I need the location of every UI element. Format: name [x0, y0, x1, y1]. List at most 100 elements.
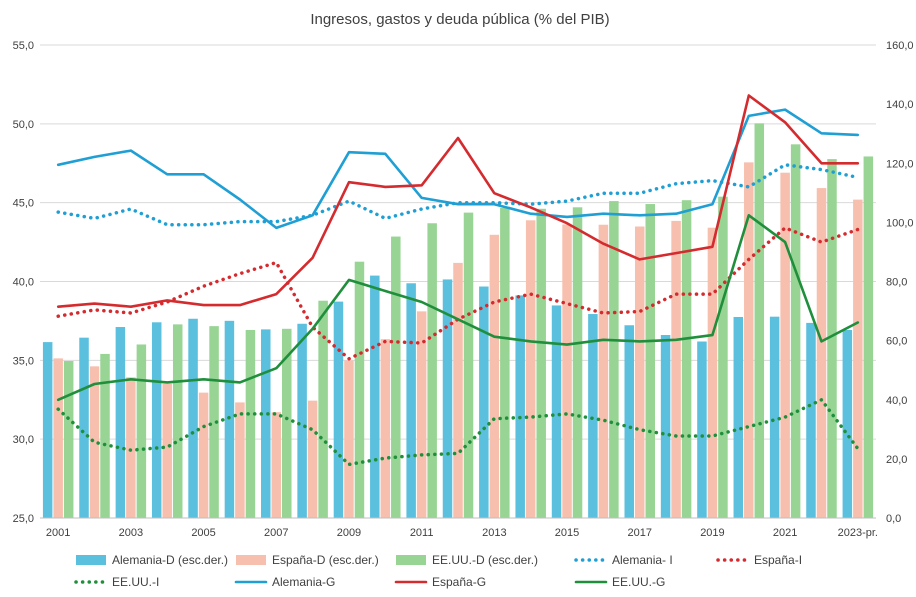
bar — [551, 305, 562, 518]
legend-entry: EE.UU.-I — [74, 575, 159, 589]
legend-entry: Alemania-D (esc.der.) — [76, 553, 228, 567]
bar — [209, 326, 219, 518]
bar — [416, 311, 427, 518]
legend-swatch — [236, 555, 266, 565]
x-tick-label: 2005 — [191, 527, 215, 539]
bar — [660, 335, 671, 518]
bar — [489, 234, 500, 518]
x-tick-label: 2017 — [627, 527, 651, 539]
bar — [733, 316, 744, 518]
bar — [780, 172, 790, 518]
bar — [744, 162, 754, 518]
y-left-tick-label: 25,0 — [13, 513, 34, 525]
y-left-tick-label: 40,0 — [13, 277, 34, 289]
y-right-tick-label: 80,0 — [886, 277, 907, 289]
bar — [188, 318, 198, 518]
legend-label: Alemania-G — [272, 575, 335, 589]
legend: Alemania-D (esc.der.) España-D (esc.der.)… — [74, 553, 802, 589]
legend-entry: Alemania-G — [234, 575, 335, 589]
bar — [63, 361, 74, 518]
series-line — [56, 163, 860, 227]
bar — [380, 339, 391, 518]
bar — [707, 227, 718, 519]
bar — [136, 344, 147, 518]
bar — [588, 314, 598, 518]
bar — [406, 283, 416, 518]
bar — [79, 337, 89, 518]
bar — [245, 329, 256, 518]
series-line — [56, 214, 860, 402]
legend-label: EE.UU.-D (esc.der.) — [432, 553, 538, 567]
bar — [697, 341, 707, 518]
series-line — [56, 94, 860, 309]
x-tick-label: 2021 — [773, 527, 797, 539]
legend-entry: Alemania- I — [574, 553, 673, 567]
bar — [598, 224, 609, 519]
y-right-tick-label: 20,0 — [886, 454, 907, 466]
y-right-tick-label: 140,0 — [886, 99, 914, 111]
bar — [162, 383, 172, 518]
legend-label: España-D (esc.der.) — [272, 553, 379, 567]
bar — [624, 325, 634, 518]
bar — [307, 400, 318, 518]
legend-label: Alemania- I — [612, 553, 673, 567]
bar — [842, 329, 853, 518]
bar-series-group — [42, 123, 874, 519]
bar — [115, 327, 126, 518]
bar — [427, 223, 437, 518]
y-left-tick-label: 50,0 — [13, 119, 34, 131]
bar — [500, 207, 510, 518]
legend-entry: España-D (esc.der.) — [236, 553, 379, 567]
bar — [453, 262, 463, 518]
bar — [463, 212, 474, 518]
y-right-tick-label: 60,0 — [886, 336, 907, 348]
x-tick-label: 2015 — [555, 527, 579, 539]
bar — [333, 301, 344, 518]
x-tick-label: 2011 — [410, 527, 434, 539]
bar — [718, 196, 728, 518]
y-left-tick-label: 45,0 — [13, 198, 34, 210]
bar — [769, 316, 780, 518]
y-right-tick-label: 160,0 — [886, 40, 914, 52]
legend-label: España-G — [432, 575, 486, 589]
legend-entry: EE.UU.-G — [574, 575, 665, 589]
x-tick-label: 2009 — [337, 527, 361, 539]
y-left-tick-label: 35,0 — [13, 355, 34, 367]
bar — [645, 204, 655, 518]
y-right-tick-label: 120,0 — [886, 158, 914, 170]
bar — [198, 392, 209, 518]
x-tick-label: 2013 — [482, 527, 506, 539]
bar — [515, 295, 525, 518]
bar — [754, 123, 765, 518]
legend-label: España-I — [754, 553, 802, 567]
x-tick-label: 2003 — [119, 527, 143, 539]
bar — [89, 366, 100, 518]
legend-entry: España-I — [716, 553, 802, 567]
bar — [344, 360, 354, 518]
bar — [53, 358, 63, 518]
y-right-tick-label: 0,0 — [886, 513, 901, 525]
legend-entry: España-G — [394, 575, 486, 589]
x-tick-label: 2023-pr. — [838, 527, 878, 539]
y-left-tick-label: 55,0 — [13, 40, 34, 52]
bar — [827, 159, 837, 518]
y-right-tick-label: 40,0 — [886, 395, 907, 407]
bar — [318, 300, 328, 518]
bar — [479, 286, 489, 518]
x-tick-label: 2001 — [46, 527, 70, 539]
legend-label: EE.UU.-G — [612, 575, 665, 589]
y-axis-right: 0,0 20,0 40,0 60,0 80,0 100,0 120,0 140,0 160,0 — [886, 40, 914, 525]
bar — [297, 323, 307, 518]
bar — [391, 236, 401, 518]
bar — [853, 199, 863, 518]
legend-swatch — [396, 555, 426, 565]
bar — [126, 377, 136, 518]
bar — [790, 144, 801, 518]
x-tick-label: 2019 — [700, 527, 724, 539]
y-axis-left: 25,0 30,0 35,0 40,0 45,0 50,0 55,0 — [13, 40, 34, 525]
bar — [42, 342, 53, 518]
bar — [354, 261, 365, 518]
bar — [806, 322, 816, 518]
series-line — [56, 398, 860, 467]
